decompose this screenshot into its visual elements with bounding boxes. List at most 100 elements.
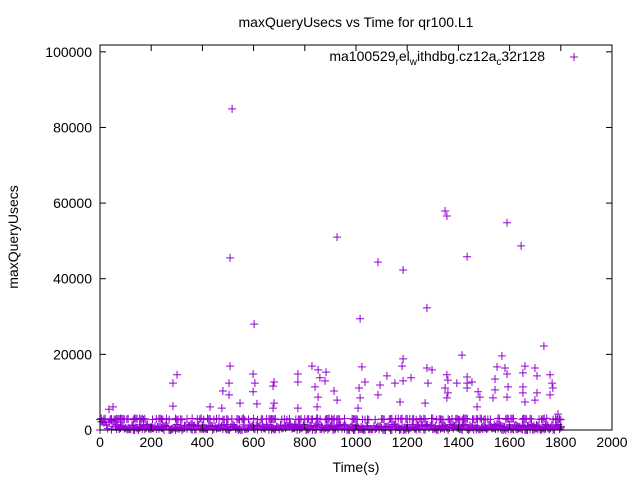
data-point	[270, 377, 279, 386]
data-point	[474, 387, 483, 396]
data-point	[548, 379, 557, 388]
data-point	[307, 362, 316, 371]
x-tick-label: 1400	[443, 434, 474, 450]
data-point	[271, 414, 280, 423]
data-point	[442, 393, 451, 402]
data-point	[321, 376, 330, 385]
data-point	[538, 415, 547, 424]
y-axis-label: maxQueryUsecs	[5, 185, 21, 288]
data-point	[225, 379, 234, 388]
data-point	[371, 415, 380, 424]
data-point	[546, 390, 555, 399]
legend-label-part: el	[399, 48, 410, 64]
data-point	[314, 393, 323, 402]
legend-label-part: r	[396, 57, 400, 68]
data-point	[442, 370, 451, 379]
x-tick-label: 200	[140, 434, 164, 450]
data-point	[168, 379, 177, 388]
y-tick-label: 40000	[53, 271, 92, 287]
data-point	[486, 415, 495, 424]
legend: ma100529relwithdbg.cz12ac32r128	[329, 48, 578, 68]
data-point	[354, 404, 363, 413]
legend-plus-icon	[570, 53, 578, 61]
data-point	[476, 414, 485, 423]
data-point	[530, 363, 539, 372]
data-point	[517, 241, 526, 250]
data-point	[555, 415, 564, 424]
data-point	[239, 414, 248, 423]
x-tick-label: 0	[96, 434, 104, 450]
data-point	[542, 414, 551, 423]
data-point	[553, 410, 562, 419]
data-point	[355, 384, 364, 393]
data-point	[532, 371, 541, 380]
data-point	[398, 362, 407, 371]
data-point	[250, 379, 259, 388]
y-tick-label: 0	[84, 422, 92, 438]
legend-label-part: ithdbg.cz12a	[417, 48, 497, 64]
data-point	[215, 414, 224, 423]
x-tick-label: 400	[191, 434, 215, 450]
data-point	[168, 402, 177, 411]
data-point	[333, 396, 342, 405]
data-point	[491, 374, 500, 383]
data-point	[217, 404, 226, 413]
data-point	[357, 362, 366, 371]
data-point	[293, 404, 302, 413]
data-point	[421, 399, 430, 408]
data-point	[226, 253, 235, 262]
data-point	[103, 424, 112, 433]
data-point	[253, 415, 262, 424]
data-point	[313, 402, 322, 411]
data-point	[109, 402, 118, 411]
data-point	[497, 351, 506, 360]
data-point	[244, 415, 253, 424]
legend-label-part: w	[409, 57, 418, 68]
data-point	[500, 363, 509, 372]
legend-label-part: ma100529	[329, 48, 395, 64]
y-tick-label: 20000	[53, 346, 92, 362]
data-point	[504, 382, 513, 391]
data-point	[140, 414, 149, 423]
x-axis-label: Time(s)	[333, 459, 380, 475]
data-point	[443, 388, 452, 397]
data-point	[295, 415, 304, 424]
data-point	[173, 370, 182, 379]
data-point	[390, 379, 399, 388]
chart-title: maxQueryUsecs vs Time for qr100.L1	[239, 14, 474, 30]
data-point	[518, 388, 527, 397]
data-point	[228, 104, 237, 113]
data-point	[441, 384, 450, 393]
data-point	[340, 414, 349, 423]
data-point	[532, 388, 541, 397]
x-tick-label: 600	[242, 434, 266, 450]
data-point	[206, 402, 215, 411]
data-point	[104, 405, 113, 414]
data-point	[252, 399, 261, 408]
data-point	[520, 398, 529, 407]
data-point	[475, 393, 484, 402]
data-point	[503, 370, 512, 379]
data-point	[442, 211, 451, 220]
data-point	[250, 320, 259, 329]
data-point	[139, 415, 148, 424]
data-point	[335, 415, 344, 424]
data-point	[546, 370, 555, 379]
data-point	[285, 414, 294, 423]
data-point	[293, 370, 302, 379]
data-point	[311, 382, 320, 391]
data-point	[249, 370, 258, 379]
data-point	[226, 362, 235, 371]
data-point	[428, 365, 437, 374]
data-point	[314, 365, 323, 374]
y-tick-label: 100000	[45, 44, 92, 60]
x-tick-label: 1600	[494, 434, 525, 450]
data-point	[360, 377, 369, 386]
data-point	[407, 373, 416, 382]
data-point	[422, 363, 431, 372]
data-point	[322, 368, 331, 377]
data-point	[249, 414, 258, 423]
axis-ticks: 0 200 400 600 800 1000 1200 1400 1600 1800 2000020…	[45, 44, 627, 450]
data-point	[396, 398, 405, 407]
